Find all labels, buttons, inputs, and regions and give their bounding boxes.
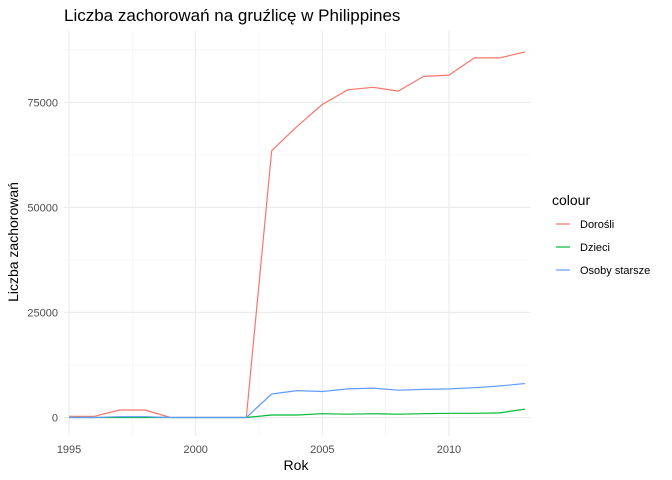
x-tick-label: 2000 bbox=[183, 444, 207, 456]
y-tick-label: 0 bbox=[52, 413, 58, 425]
x-tick-label: 2005 bbox=[310, 444, 334, 456]
y-tick-label: 25000 bbox=[27, 307, 58, 319]
y-tick-labels: 0 25000 50000 75000 bbox=[27, 97, 58, 424]
x-tick-label: 2010 bbox=[437, 444, 461, 456]
legend-label: Osoby starsze bbox=[580, 265, 650, 277]
series-line bbox=[69, 382, 525, 419]
series-line bbox=[69, 51, 526, 419]
x-tick-label: 1995 bbox=[57, 444, 81, 456]
x-tick-labels: 1995 2000 2005 2010 bbox=[57, 444, 461, 456]
legend-label: Dzieci bbox=[580, 242, 610, 254]
y-axis-title: Liczba zachorowań bbox=[5, 182, 21, 302]
chart-title: Liczba zachorowań na gruźlicę w Philippi… bbox=[64, 6, 400, 25]
legend-label: Dorośli bbox=[580, 219, 614, 231]
series-line bbox=[69, 408, 525, 419]
grid bbox=[64, 31, 530, 436]
legend: colour Dorośli Dzieci Osoby starsze bbox=[552, 192, 650, 277]
y-tick-label: 50000 bbox=[27, 202, 58, 214]
series-lines bbox=[69, 51, 526, 419]
y-tick-label: 75000 bbox=[27, 97, 58, 109]
legend-title: colour bbox=[552, 192, 590, 208]
x-axis-title: Rok bbox=[284, 457, 310, 473]
